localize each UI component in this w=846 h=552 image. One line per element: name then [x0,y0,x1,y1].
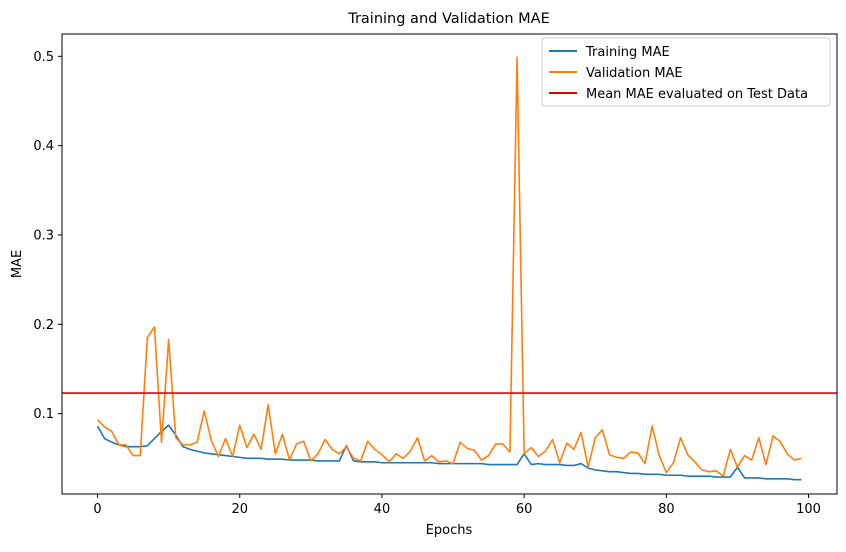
chart-title: Training and Validation MAE [347,11,550,27]
y-axis: 0.1 0.2 0.3 0.4 0.5 [33,50,62,422]
series-line-training-mae [96,424,802,481]
legend-label-validation: Validation MAE [586,66,683,81]
legend-box [541,37,831,107]
y-tick-label: 0.2 [33,318,54,333]
x-tick-label: 60 [516,502,533,517]
plot-area [62,56,837,481]
legend-label-test-mean: Mean MAE evaluated on Test Data [586,87,808,102]
x-tick-label: 40 [374,502,391,517]
x-tick-label: 20 [231,502,248,517]
x-tick-label: 100 [796,502,821,517]
x-tick-label: 0 [93,502,101,517]
y-tick-label: 0.5 [33,50,54,65]
y-tick-label: 0.1 [33,407,54,422]
axes-frame [61,33,838,495]
x-tick-label: 80 [658,502,675,517]
legend-label-training: Training MAE [585,45,670,60]
series-line-validation-mae [96,56,802,477]
legend: Training MAE Validation MAE Mean MAE eva… [541,37,831,107]
x-axis-label: Epochs [426,523,473,538]
y-tick-label: 0.4 [33,139,54,154]
y-tick-label: 0.3 [33,228,54,243]
y-axis-label: MAE [10,250,25,278]
x-axis: 0 20 40 60 80 100 [93,494,821,517]
